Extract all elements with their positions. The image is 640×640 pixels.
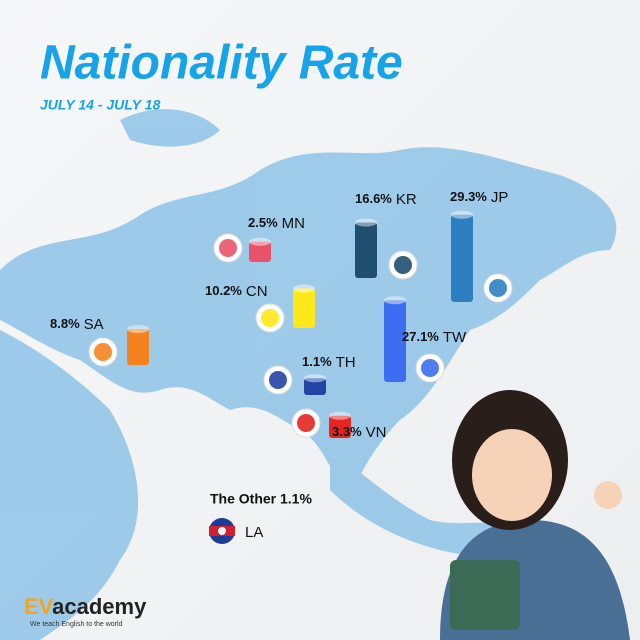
country-code: CN [246,283,268,300]
subtitle: JULY 14 - JULY 18 [40,97,161,113]
bar [127,329,149,365]
bar [293,288,315,328]
value-label: 27.1% [402,329,439,344]
value-label: 3.3% [332,424,362,439]
value-label: 2.5% [248,215,278,230]
bar-label: 2.5% MN [248,215,305,232]
value-label: 8.8% [50,316,80,331]
bar-top [355,218,377,227]
flag [261,309,279,327]
other-label: The Other 1.1% [210,491,312,507]
value-label: 16.6% [355,191,392,206]
value-label: 10.2% [205,283,242,298]
bar [304,378,326,395]
bars: 2.5% MN 16.6% KR 29.3% JP 10.2% CN 27.1% TW 8.8% SA… [50,189,513,441]
bar [329,415,351,438]
bar-top [451,210,473,219]
logo: EVacademy [24,594,147,619]
bar-label: 8.8% SA [50,316,104,333]
bar-top [293,284,315,293]
bar-label: 3.3% VN [332,424,386,441]
flag [489,279,507,297]
bar-label: 27.1% TW [402,329,467,346]
illustration [440,390,630,640]
bar-top [329,411,351,420]
flag [218,527,226,535]
bar [451,214,473,302]
flag [269,371,287,389]
bar-label: 29.3% JP [450,189,508,206]
bar-top [127,325,149,333]
bar [384,300,406,382]
country-code: JP [491,189,509,206]
bar-label: 1.1% TH [302,354,356,371]
flag [394,256,412,274]
bar-label: 10.2% CN [205,283,268,300]
title: Nationality Rate [40,37,403,90]
country-code: TH [336,354,356,371]
country-code: SA [84,316,104,333]
country-code: VN [366,424,387,441]
value-label: 29.3% [450,189,487,204]
value-label: 1.1% [302,354,332,369]
other-code: LA [245,524,263,541]
bar-top [304,374,326,383]
bar-top [384,296,406,305]
bar-top [249,237,271,246]
bar [249,241,271,262]
bar-label: 16.6% KR [355,191,417,208]
country-code: TW [443,329,467,346]
country-code: MN [282,215,305,232]
flag [421,359,439,377]
flag [297,414,315,432]
logo-tagline: We teach English to the world [30,621,123,628]
country-code: KR [396,191,417,208]
flag [94,343,112,361]
flag [219,239,237,257]
bar [355,222,377,278]
